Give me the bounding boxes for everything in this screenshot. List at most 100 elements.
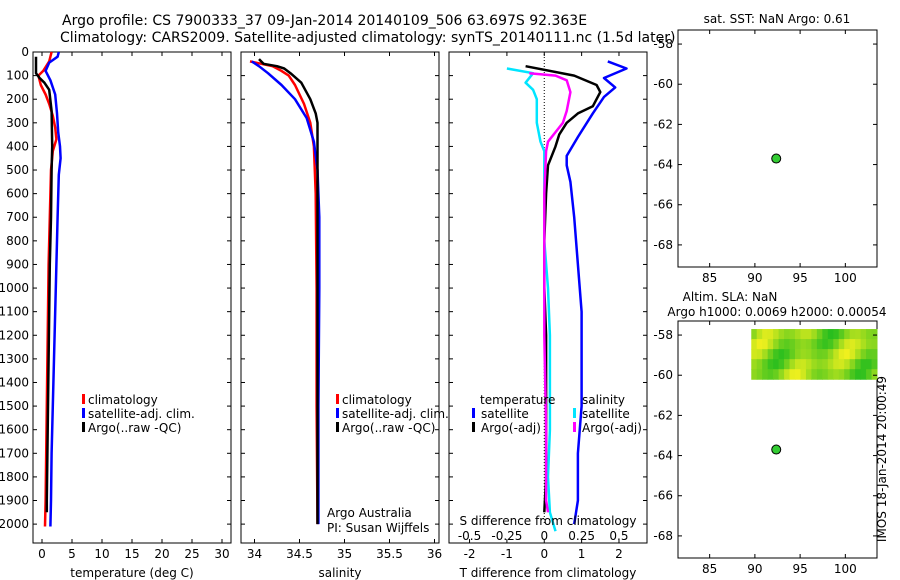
annotation-line1: Argo Australia: [327, 506, 412, 520]
map-y-tick-label: -62: [653, 408, 673, 422]
map-y-tick-label: -58: [653, 328, 673, 342]
heatmap-cell: [789, 329, 796, 340]
depth-tick-label: 400: [6, 139, 29, 153]
depth-tick-label: 500: [6, 163, 29, 177]
map-y-tick-label: -68: [653, 529, 673, 543]
s-diff-tick-label: 0.25: [568, 529, 595, 543]
s-diff-xlabel: S difference from climatology: [460, 514, 637, 528]
legend-swatch: [336, 394, 339, 404]
heatmap-cell: [756, 329, 763, 340]
heatmap-cell: [773, 339, 780, 350]
heatmap-cell: [778, 369, 785, 380]
t-diff-tick-label: 0: [540, 547, 548, 561]
heatmap-cell: [751, 359, 758, 370]
heatmap-cell: [811, 359, 818, 370]
map-x-tick-label: 90: [747, 562, 762, 576]
series-line: [251, 60, 321, 525]
heatmap-cell: [827, 349, 834, 360]
x-tick-label: 5: [68, 547, 76, 561]
depth-tick-label: 800: [6, 234, 29, 248]
depth-tick-label: 300: [6, 116, 29, 130]
x-tick-label: 34.5: [286, 547, 313, 561]
legend-swatch: [336, 422, 339, 432]
heatmap-cell: [762, 329, 769, 340]
legend-label: Argo(..raw -QC): [88, 421, 181, 435]
heatmap-cell: [822, 339, 829, 350]
heatmap-cell: [800, 349, 807, 360]
heatmap-cell: [767, 369, 774, 380]
heatmap-cell: [816, 349, 823, 360]
heatmap-cell: [789, 339, 796, 350]
depth-tick-label: 2000: [0, 517, 29, 531]
series-line: [34, 56, 54, 513]
heatmap-cell: [849, 329, 856, 340]
heatmap-cell: [871, 339, 878, 350]
x-tick-label: 20: [154, 547, 169, 561]
heatmap-cell: [833, 359, 840, 370]
argo-position-marker: [771, 153, 782, 164]
heatmap-cell: [827, 329, 834, 340]
heatmap-cell: [778, 329, 785, 340]
map-y-tick-label: -64: [653, 449, 673, 463]
heatmap-cell: [751, 369, 758, 380]
depth-tick-label: 600: [6, 187, 29, 201]
heatmap-cell: [811, 339, 818, 350]
heatmap-cell: [751, 349, 758, 360]
heatmap-cell: [816, 339, 823, 350]
map-x-tick-label: 85: [702, 562, 717, 576]
heatmap-cell: [751, 339, 758, 350]
map-y-tick-label: -66: [653, 198, 673, 212]
heatmap-cell: [827, 339, 834, 350]
x-tick-label: 25: [184, 547, 199, 561]
heatmap-cell: [871, 349, 878, 360]
heatmap-cell: [778, 359, 785, 370]
heatmap-cell: [844, 339, 851, 350]
heatmap-cell: [767, 359, 774, 370]
map-y-tick-label: -62: [653, 117, 673, 131]
header-line2: Climatology: CARS2009. Satellite-adjuste…: [60, 30, 675, 46]
legend-label: Argo(-adj): [481, 421, 541, 435]
watermark: IMOS 18-Jan-2014 20:00:49: [875, 376, 889, 542]
legend-label: Argo(-adj): [582, 421, 642, 435]
heatmap-cell: [795, 339, 801, 350]
x-tick-label: 36: [427, 547, 442, 561]
heatmap-cell: [811, 369, 818, 380]
legend-swatch: [82, 408, 85, 418]
heatmap-cell: [778, 349, 785, 360]
heatmap-cell: [855, 339, 862, 350]
sla-map-subtitle: Argo h1000: 0.0069 h2000: 0.00054: [667, 305, 886, 319]
heatmap-cell: [805, 329, 812, 340]
depth-tick-label: 100: [6, 69, 29, 83]
heatmap-cell: [762, 339, 769, 350]
heatmap-cell: [784, 339, 791, 350]
heatmap-cell: [767, 339, 774, 350]
heatmap-cell: [871, 359, 878, 370]
temperature-xlabel: temperature (deg C): [70, 566, 193, 580]
series-line: [529, 71, 572, 513]
heatmap-cell: [789, 369, 796, 380]
t-diff-tick-label: -1: [501, 547, 513, 561]
t-diff-xlabel: T difference from climatology: [459, 566, 637, 580]
heatmap-cell: [800, 369, 807, 380]
sla-map-title: Altim. SLA: NaN: [683, 290, 778, 304]
legend-swatch: [336, 408, 339, 418]
map-x-tick-label: 100: [834, 271, 857, 285]
map-y-tick-label: -64: [653, 158, 673, 172]
heatmap-cell: [833, 329, 840, 340]
heatmap-cell: [833, 349, 840, 360]
heatmap-cell: [805, 349, 812, 360]
heatmap-cell: [871, 369, 878, 380]
s-diff-tick-label: -0.5: [458, 529, 481, 543]
depth-tick-label: 200: [6, 92, 29, 106]
heatmap-cell: [844, 369, 851, 380]
legend-label: Argo(..raw -QC): [342, 421, 435, 435]
header-line1: Argo profile: CS 7900333_37 09-Jan-2014 …: [62, 13, 587, 29]
sla-heatmap: [751, 329, 878, 380]
s-diff-tick-label: 0.5: [609, 529, 628, 543]
s-diff-tick-label: -0.25: [491, 529, 522, 543]
temperature-axes: [32, 51, 232, 544]
map-x-tick-label: 100: [834, 562, 857, 576]
heatmap-cell: [816, 329, 823, 340]
